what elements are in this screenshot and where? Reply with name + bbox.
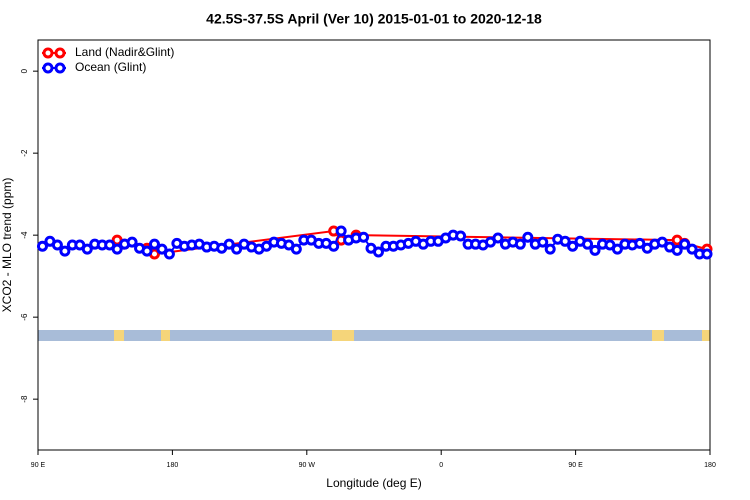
data-point <box>559 235 571 247</box>
y-tick-label: -8 <box>20 395 29 403</box>
data-point <box>567 240 579 252</box>
data-point <box>544 243 556 255</box>
data-point <box>335 225 347 237</box>
x-tick-label: 90 W <box>299 462 316 469</box>
data-point <box>156 243 168 255</box>
data-point <box>492 232 504 244</box>
surface-mask <box>38 330 710 341</box>
data-point <box>141 245 153 257</box>
data-point <box>656 236 668 248</box>
data-point <box>537 236 549 248</box>
data-point <box>582 238 594 250</box>
data-point <box>686 243 698 255</box>
data-point <box>372 246 384 258</box>
data-point <box>358 231 370 243</box>
legend-marker <box>42 62 54 74</box>
data-point <box>126 236 138 248</box>
data-point <box>611 243 623 255</box>
y-tick-label: -4 <box>20 231 29 239</box>
x-tick-label: 180 <box>704 462 716 469</box>
data-point <box>634 237 646 249</box>
legend-marker <box>54 62 66 74</box>
x-tick-label: 90 E <box>568 462 583 469</box>
data-point <box>328 240 340 252</box>
data-point <box>522 231 534 243</box>
x-tick-label: 90 E <box>31 462 46 469</box>
data-point <box>51 239 63 251</box>
data-point <box>455 230 467 242</box>
data-point <box>671 244 683 256</box>
data-point <box>148 238 160 250</box>
legend-marker <box>42 47 54 59</box>
data-point <box>231 243 243 255</box>
x-axis-label: Longitude (deg E) <box>326 476 421 490</box>
data-point <box>111 243 123 255</box>
data-point <box>163 248 175 260</box>
data-point <box>701 248 713 260</box>
x-tick-label: 0 <box>439 462 443 469</box>
legend-label: Ocean (Glint) <box>75 60 146 74</box>
data-point <box>81 243 93 255</box>
y-tick-label: 0 <box>20 68 29 73</box>
data-point <box>290 243 302 255</box>
y-tick-label: -2 <box>20 149 29 157</box>
data-point <box>36 240 48 252</box>
x-tick-label: 180 <box>167 462 179 469</box>
legend-label: Land (Nadir&Glint) <box>75 45 174 59</box>
data-point <box>589 244 601 256</box>
chart-title: 42.5S-37.5S April (Ver 10) 2015-01-01 to… <box>206 11 542 27</box>
data-point <box>679 238 691 250</box>
data-point <box>223 238 235 250</box>
data-point <box>514 238 526 250</box>
legend-marker <box>54 47 66 59</box>
y-axis-label: XCO2 - MLO trend (ppm) <box>0 178 14 313</box>
y-tick-label: -6 <box>20 313 29 321</box>
data-point <box>59 245 71 257</box>
